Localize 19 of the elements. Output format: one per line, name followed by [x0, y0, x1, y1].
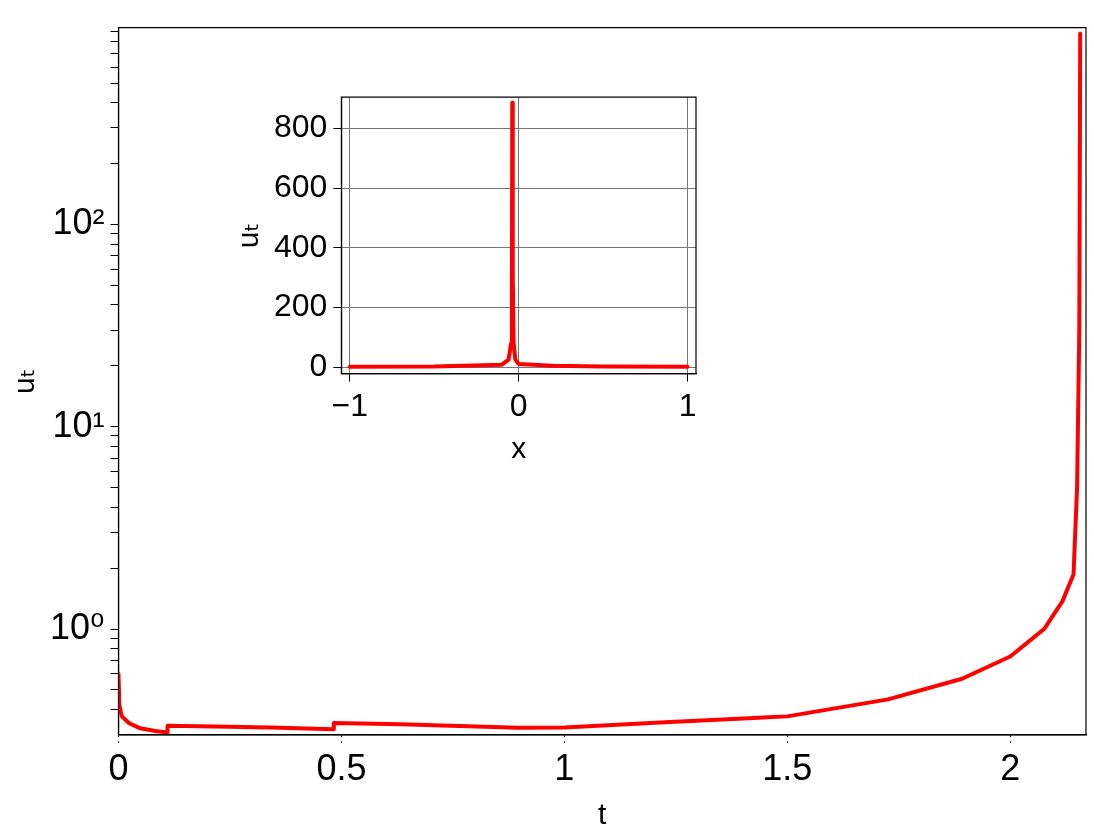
y-axis-title: uₜ — [7, 368, 41, 394]
x-tick-label: 0 — [509, 386, 528, 423]
y-tick-label: 0 — [309, 346, 328, 383]
x-axis-title: t — [598, 797, 608, 831]
y-tick-label: 10⁰ — [49, 605, 105, 647]
y-axis-title: uₜ — [231, 222, 265, 249]
x-axis-title: x — [511, 431, 527, 465]
y-tick-label: 10¹ — [52, 403, 105, 445]
x-tick-label: 2 — [1000, 747, 1021, 789]
x-tick-label: 0.5 — [316, 747, 367, 789]
x-tick-label: 1 — [554, 747, 575, 789]
x-tick-label: 1 — [678, 386, 697, 423]
x-tick-label: −1 — [331, 386, 369, 423]
y-tick-label: 200 — [274, 287, 328, 324]
y-tick-label: 800 — [274, 108, 328, 145]
x-tick-label: 1.5 — [762, 747, 813, 789]
y-tick-label: 400 — [274, 227, 328, 264]
y-tick-label: 10² — [52, 201, 105, 243]
y-tick-label: 600 — [274, 167, 328, 204]
